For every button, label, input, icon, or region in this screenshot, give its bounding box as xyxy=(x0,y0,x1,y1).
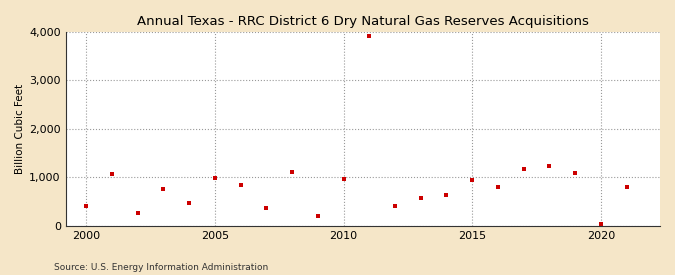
Y-axis label: Billion Cubic Feet: Billion Cubic Feet xyxy=(15,84,25,174)
Title: Annual Texas - RRC District 6 Dry Natural Gas Reserves Acquisitions: Annual Texas - RRC District 6 Dry Natura… xyxy=(137,15,589,28)
Text: Source: U.S. Energy Information Administration: Source: U.S. Energy Information Administ… xyxy=(54,263,268,272)
